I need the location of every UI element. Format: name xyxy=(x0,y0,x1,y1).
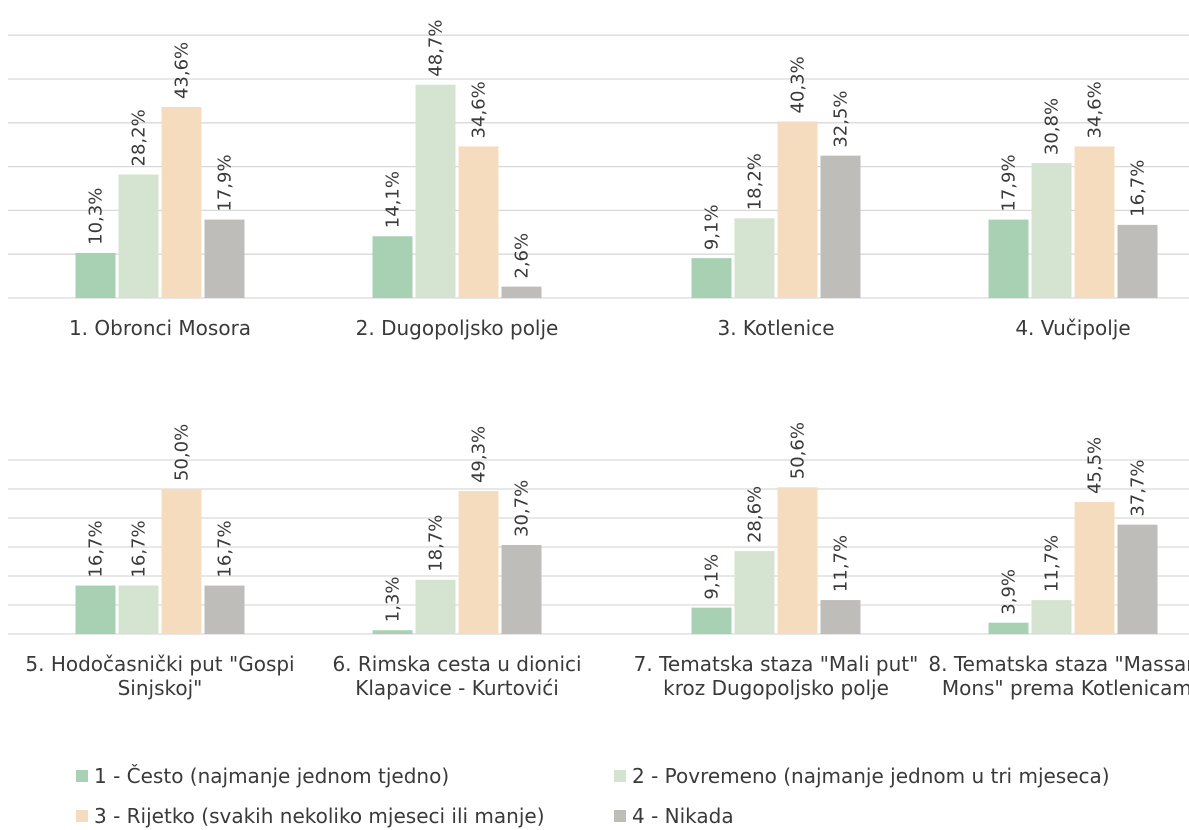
category-label: 1. Obronci Mosora xyxy=(68,316,252,340)
bar-2-4-2 xyxy=(1031,600,1072,634)
data-label: 34,6% xyxy=(1085,81,1106,138)
category-label: 6. Rimska cesta u dionici Klapavice - Ku… xyxy=(332,652,582,700)
bar-2-3-4 xyxy=(820,600,861,634)
bar-1-4-3 xyxy=(1074,146,1115,298)
data-label: 16,7% xyxy=(215,520,236,577)
bar-2-1-1 xyxy=(75,585,116,634)
bar-2-4-3 xyxy=(1074,502,1115,634)
category-label: 2. Dugopoljsko polje xyxy=(355,316,559,340)
data-label: 16,7% xyxy=(86,520,107,577)
data-label: 9,1% xyxy=(702,204,723,250)
data-label: 2,6% xyxy=(512,233,533,279)
bar-1-3-1 xyxy=(691,258,732,298)
data-label: 11,7% xyxy=(1042,535,1063,592)
data-label: 14,1% xyxy=(383,171,404,228)
bar-1-1-3 xyxy=(161,107,202,298)
bar-1-3-2 xyxy=(734,218,775,298)
bar-1-2-1 xyxy=(372,236,413,298)
data-label: 50,6% xyxy=(788,422,809,479)
data-label: 28,2% xyxy=(129,109,150,166)
bar-1-2-2 xyxy=(415,84,456,298)
data-label: 50,0% xyxy=(172,424,193,481)
bar-2-4-4 xyxy=(1117,524,1158,634)
category-label: 4. Vučipolje xyxy=(1015,316,1131,340)
data-label: 9,1% xyxy=(702,554,723,600)
data-label: 16,7% xyxy=(129,520,150,577)
bar-1-4-1 xyxy=(988,219,1029,298)
bar-1-1-1 xyxy=(75,252,116,298)
bar-1-3-3 xyxy=(777,121,818,299)
data-label: 32,5% xyxy=(831,90,852,147)
chart-panel-1: 10,3% 28,2% 43,6% 17,9% 14,1% 48,7% 34,6% 2,6% 9… xyxy=(8,20,1189,299)
bar-1-4-2 xyxy=(1031,163,1072,298)
bar-2-1-4 xyxy=(204,585,245,634)
data-label: 3,9% xyxy=(999,569,1020,615)
bar-2-3-2 xyxy=(734,551,775,634)
data-label: 43,6% xyxy=(172,42,193,99)
data-label: 34,6% xyxy=(469,81,490,138)
bar-1-1-2 xyxy=(118,174,159,298)
bar-1-1-4 xyxy=(204,219,245,298)
bar-2-1-3 xyxy=(161,489,202,634)
data-label: 40,3% xyxy=(788,56,809,113)
category-label: 3. Kotlenice xyxy=(717,316,835,340)
bar-2-2-2 xyxy=(415,579,456,634)
bar-1-2-4 xyxy=(501,286,542,298)
bar-2-1-2 xyxy=(118,585,159,634)
category-label: 8. Tematska staza "Massarus Mons" prema … xyxy=(928,652,1189,700)
data-label: 11,7% xyxy=(831,535,852,592)
data-label: 45,5% xyxy=(1085,437,1106,494)
bar-1-3-4 xyxy=(820,155,861,298)
data-label: 16,7% xyxy=(1128,160,1149,217)
data-label: 17,9% xyxy=(215,154,236,211)
data-label: 48,7% xyxy=(426,20,447,77)
bar-1-2-3 xyxy=(458,146,499,298)
data-label: 37,7% xyxy=(1128,459,1149,516)
bar-2-2-1 xyxy=(372,630,413,634)
data-label: 49,3% xyxy=(469,426,490,483)
data-label: 10,3% xyxy=(86,188,107,245)
bar-2-3-1 xyxy=(691,607,732,634)
data-label: 18,2% xyxy=(745,153,766,210)
category-label: 5. Hodočasnički put "Gospi Sinjskoj" xyxy=(25,652,295,700)
bar-2-2-3 xyxy=(458,491,499,634)
data-label: 17,9% xyxy=(999,154,1020,211)
data-label: 18,7% xyxy=(426,515,447,572)
bar-2-4-1 xyxy=(988,622,1029,634)
category-label: 7. Tematska staza "Mali put" kroz Dugopo… xyxy=(633,652,919,700)
data-label: 1,3% xyxy=(383,576,404,622)
data-label: 30,8% xyxy=(1042,98,1063,155)
chart-panel-2: 16,7% 16,7% 50,0% 16,7% 1,3% 18,7% 49,3% 30,7% 9… xyxy=(8,422,1189,635)
bar-1-4-4 xyxy=(1117,224,1158,298)
data-label: 30,7% xyxy=(512,480,533,537)
bar-2-2-4 xyxy=(501,544,542,634)
bar-2-3-3 xyxy=(777,487,818,634)
data-label: 28,6% xyxy=(745,486,766,543)
